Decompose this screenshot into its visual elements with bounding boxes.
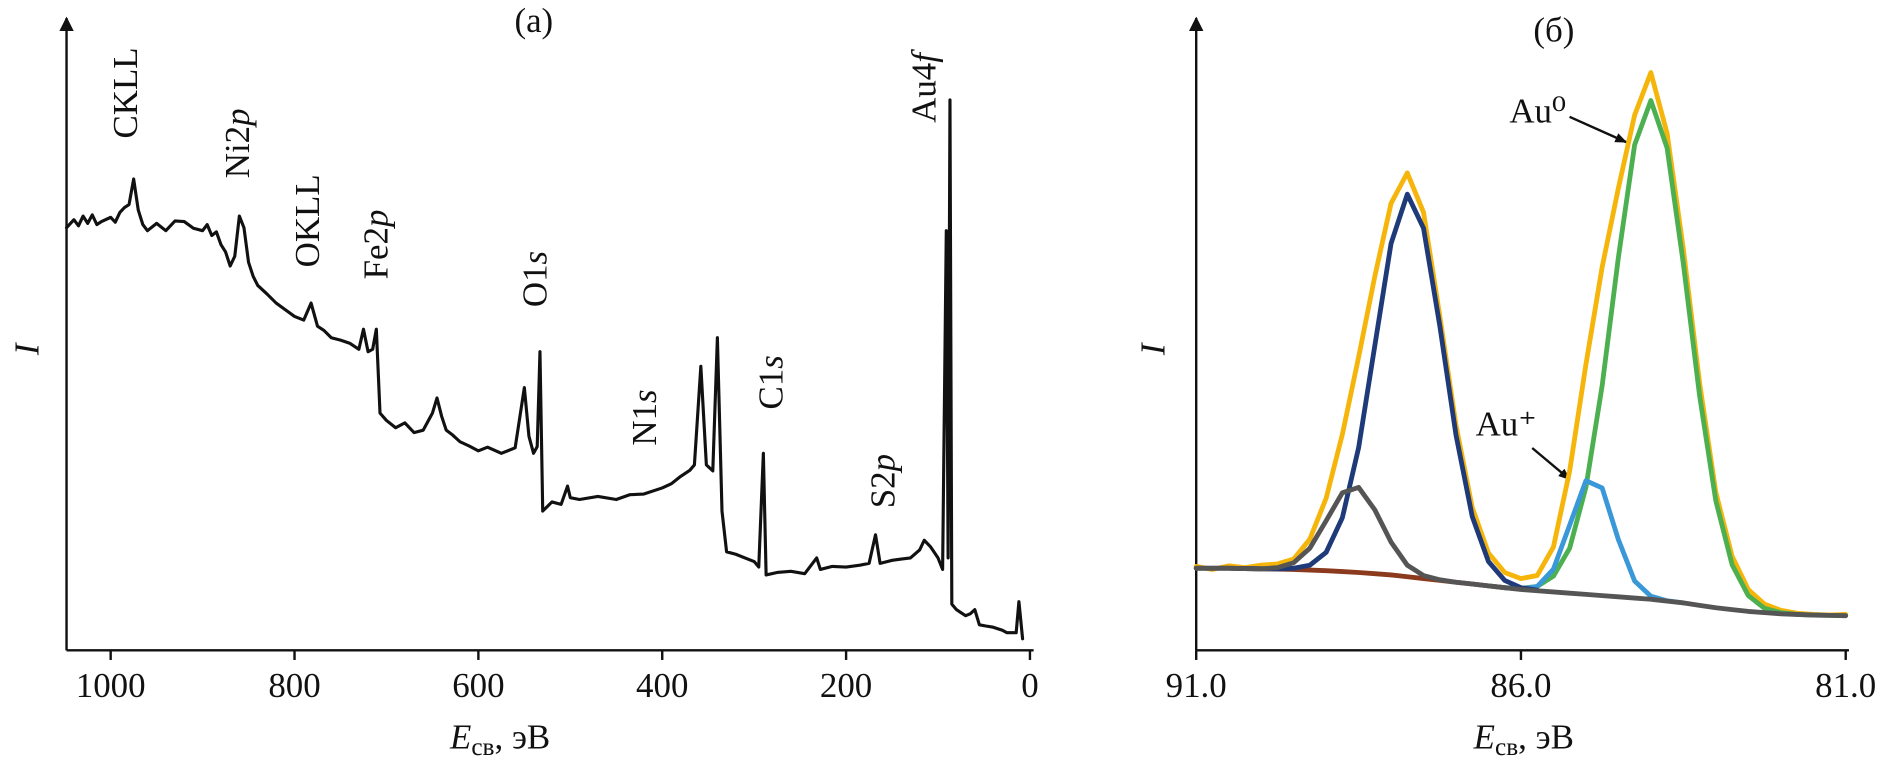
x-axis-label: Eсв, эВ: [449, 718, 550, 761]
y-axis-label: I: [1133, 342, 1172, 356]
x-tick-label: 200: [820, 666, 872, 705]
peak-label: Au4f: [905, 49, 944, 123]
series-line: [64, 98, 1025, 641]
chart-title: (б): [1533, 11, 1574, 50]
series-line: [1486, 98, 1849, 619]
peak-label: Fe2p: [357, 210, 396, 280]
x-tick-label: 800: [268, 666, 320, 705]
peak-label: Au⁺: [1476, 405, 1537, 444]
x-tick-label: 400: [636, 666, 688, 705]
series-line: [1193, 70, 1849, 618]
peak-label: OKLL: [288, 174, 327, 267]
x-tick-label: 0: [1021, 666, 1038, 705]
x-tick-label: 1000: [76, 666, 146, 705]
chart-title: (a): [514, 1, 553, 40]
arrow: [1569, 115, 1628, 144]
x-axis-label: Eсв, эВ: [1473, 718, 1574, 761]
y-axis-label: I: [7, 342, 46, 356]
series-line: [1193, 484, 1849, 619]
peak-label: S2p: [864, 454, 903, 508]
arrow: [1531, 447, 1571, 481]
peak-label: CKLL: [106, 47, 145, 138]
series-line: [1193, 191, 1540, 593]
x-tick-label: 600: [452, 666, 504, 705]
x-tick-label: 91.0: [1166, 666, 1227, 705]
peak-label: C1s: [752, 355, 791, 409]
peak-label: N1s: [625, 389, 664, 445]
x-tick-label: 86.0: [1490, 666, 1551, 705]
peak-label: O1s: [516, 251, 555, 307]
peak-label: Au⁰: [1509, 91, 1566, 130]
peak-label: Ni2p: [218, 108, 257, 178]
series-line: [1502, 478, 1686, 606]
x-tick-label: 81.0: [1815, 666, 1876, 705]
